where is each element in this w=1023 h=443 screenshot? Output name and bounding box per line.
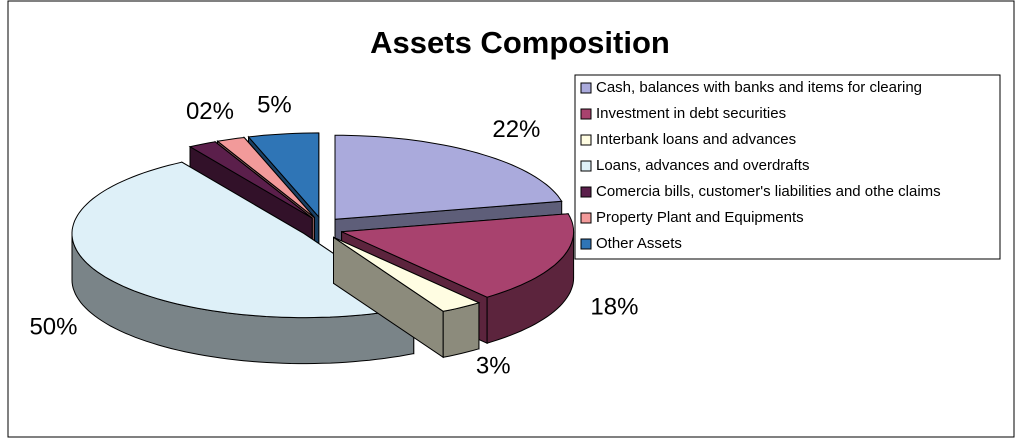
legend-swatch <box>580 108 592 120</box>
legend-swatch <box>580 212 592 224</box>
legend-label: Comercia bills, customer's liabilities a… <box>596 183 941 200</box>
slice <box>71 161 415 319</box>
pie: 22% 18% 3% 50% 02% 5% <box>29 92 638 380</box>
legend-swatch <box>580 82 592 94</box>
legend-label: Cash, balances with banks and items for … <box>596 79 922 96</box>
data-label: 3% <box>476 352 511 379</box>
slice <box>188 141 313 219</box>
slice <box>341 213 575 298</box>
legend-label: Property Plant and Equipments <box>596 209 804 226</box>
legend-swatch <box>580 160 592 172</box>
legend-swatch <box>580 238 592 250</box>
legend-swatch <box>580 186 592 198</box>
data-label: 18% <box>590 294 638 321</box>
data-label: 5% <box>257 92 292 119</box>
data-label: 50% <box>29 313 77 340</box>
slice <box>334 134 563 220</box>
slice <box>333 236 481 312</box>
data-label: 02% <box>186 98 234 125</box>
slice <box>216 136 315 218</box>
legend: Cash, balances with banks and items for … <box>574 74 1001 260</box>
legend-label: Investment in debt securities <box>596 105 786 122</box>
legend-label: Other Assets <box>596 235 682 252</box>
chart-title: Assets Composition <box>370 25 670 60</box>
legend-label: Loans, advances and overdrafts <box>596 157 809 174</box>
legend-box <box>574 74 1001 260</box>
slice-side <box>442 302 480 358</box>
legend-label: Interbank loans and advances <box>596 131 796 148</box>
data-label: 22% <box>492 116 540 143</box>
slice <box>247 132 320 219</box>
legend-swatch <box>580 134 592 146</box>
